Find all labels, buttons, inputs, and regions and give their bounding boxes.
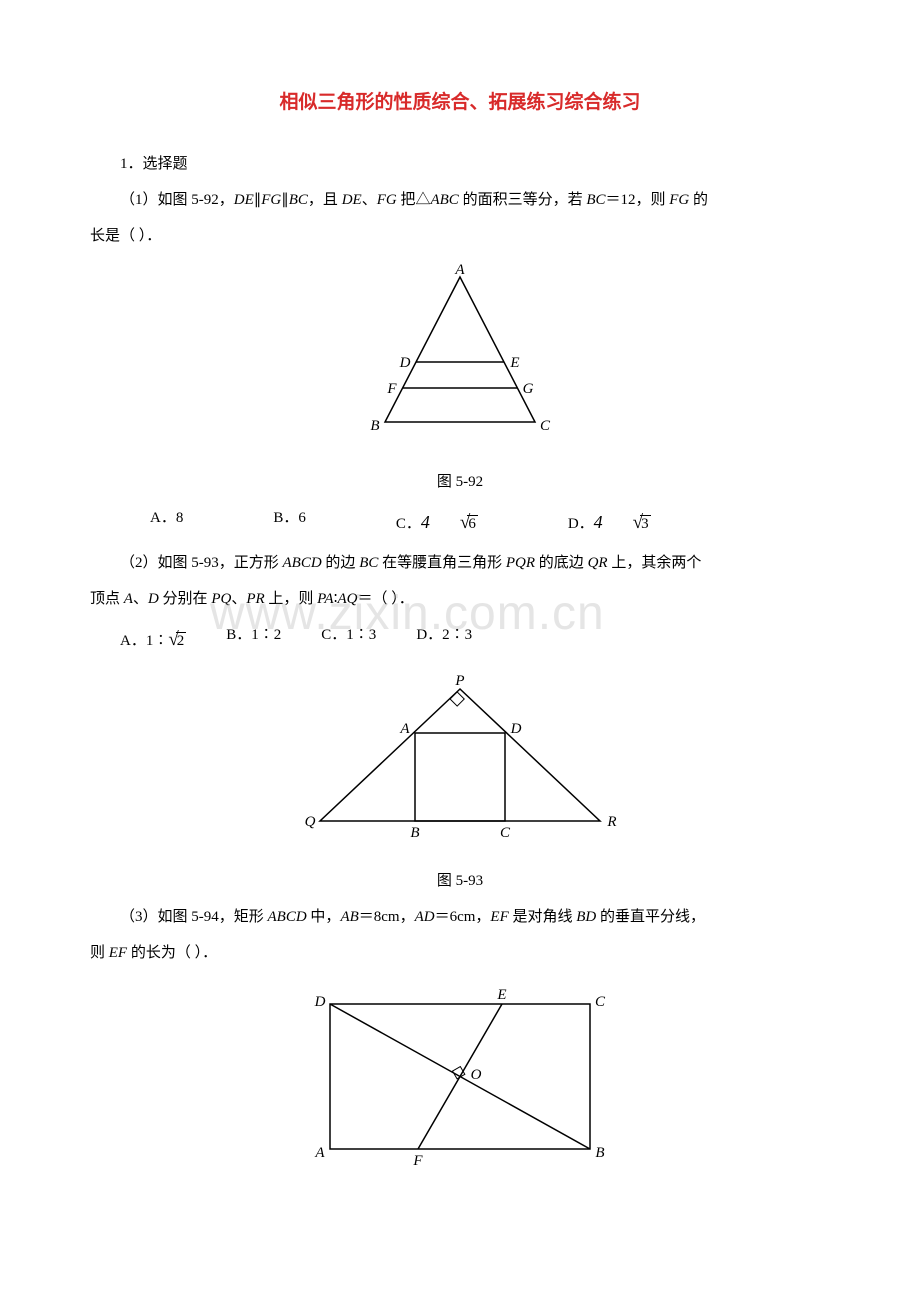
label-B: B — [370, 418, 379, 434]
q2-figure: P Q R A D B C — [90, 671, 830, 855]
q1-caption: 图 5-92 — [90, 464, 830, 500]
label-A: A — [399, 721, 410, 737]
q2-optD: D．2∶3 — [416, 617, 472, 663]
q1-text: （1）如图 5-92，DE∥FG∥BC，且 DE、FG 把△ABC 的面积三等分… — [90, 182, 830, 218]
label-E: E — [496, 987, 506, 1003]
q3-text: （3）如图 5-94，矩形 ABCD 中，AB＝8cm，AD＝6cm，EF 是对… — [90, 899, 830, 935]
q1-optB: B．6 — [243, 500, 306, 546]
q1-optD: D．4√3 — [538, 500, 651, 546]
q1-text-line2: 长是（ ）． — [90, 218, 830, 254]
label-E: E — [509, 355, 519, 371]
q2-text-line2: 顶点 A、D 分别在 PQ、PR 上，则 PA∶AQ＝（ ）． www.zixi… — [90, 581, 830, 617]
page-title: 相似三角形的性质综合、拓展练习综合练习 — [90, 80, 830, 126]
label-A: A — [454, 262, 465, 278]
label-R: R — [606, 814, 616, 830]
q2-optC: C．1∶3 — [321, 617, 376, 663]
label-B: B — [595, 1145, 604, 1161]
label-C: C — [500, 825, 511, 841]
label-F: F — [386, 381, 397, 397]
label-A: A — [314, 1145, 325, 1161]
q1-options: A．8 B．6 C．4√6 D．4√3 — [90, 500, 830, 546]
q2-optB: B．1∶2 — [226, 617, 281, 663]
q2-options: A．1∶√2 B．1∶2 C．1∶3 D．2∶3 — [90, 617, 830, 663]
label-D: D — [314, 994, 326, 1010]
q2-optA: A．1∶√2 — [120, 617, 186, 663]
label-O: O — [471, 1067, 482, 1083]
label-G: G — [523, 381, 534, 397]
label-C: C — [540, 418, 551, 434]
q1-optC: C．4√6 — [366, 500, 478, 546]
q1-optA: A．8 — [120, 500, 183, 546]
q2-text: （2）如图 5-93，正方形 ABCD 的边 BC 在等腰直角三角形 PQR 的… — [90, 545, 830, 581]
q2-caption: 图 5-93 — [90, 863, 830, 899]
label-Q: Q — [305, 814, 316, 830]
label-F: F — [412, 1153, 423, 1169]
label-C: C — [595, 994, 606, 1010]
label-P: P — [454, 673, 464, 689]
label-B: B — [410, 825, 419, 841]
q3-text-line2: 则 EF 的长为（ ）． — [90, 935, 830, 971]
q1-figure: A B C D E F G — [90, 262, 830, 456]
label-D: D — [510, 721, 522, 737]
label-D: D — [399, 355, 411, 371]
q3-figure: D C A B E F O — [90, 979, 830, 1183]
section-heading: 1．选择题 — [90, 146, 830, 182]
